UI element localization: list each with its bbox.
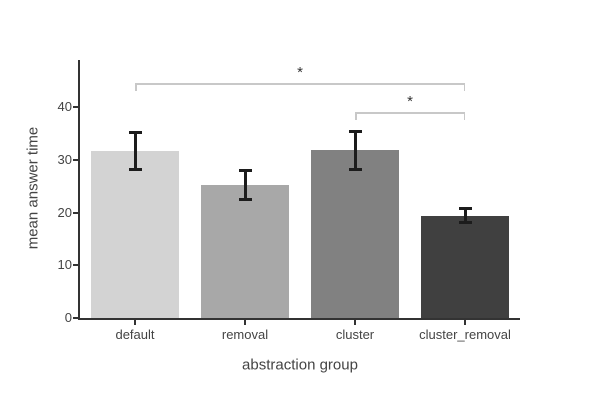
x-tick-label-default: default (115, 327, 155, 342)
error-bar-top-cap-cluster (348, 129, 362, 133)
bar-default (91, 151, 179, 318)
y-axis-line (78, 60, 80, 320)
bar-removal (201, 185, 289, 318)
significance-bracket-1-left-tick (135, 83, 137, 91)
y-tick-label-30: 30 (57, 151, 72, 167)
significance-asterisk-2: * (407, 93, 413, 110)
y-tick-label-10: 10 (57, 257, 72, 273)
x-tick-label-cluster_removal: cluster_removal (419, 327, 511, 342)
y-axis-title: mean answer time (24, 126, 42, 250)
error-bar-line-cluster_removal (463, 208, 467, 224)
y-tick-label-0: 0 (64, 310, 72, 325)
x-tick-label-removal: removal (221, 327, 269, 342)
error-bar-bottom-cap-removal (238, 198, 252, 202)
y-tick-10 (73, 264, 78, 267)
x-tick-cluster_removal (464, 320, 466, 325)
error-bar-bottom-cap-cluster_removal (458, 221, 472, 225)
significance-asterisk-1: * (297, 64, 303, 81)
x-tick-default (134, 320, 136, 325)
error-bar-top-cap-removal (238, 168, 252, 172)
error-bar-line-cluster (353, 130, 357, 170)
bar-cluster (311, 150, 399, 318)
significance-bracket-2-left-tick (355, 112, 357, 120)
x-axis-line (78, 318, 520, 320)
error-bar-bottom-cap-default (128, 168, 142, 172)
significance-bracket-2 (355, 112, 465, 114)
x-tick-cluster (354, 320, 356, 325)
error-bar-bottom-cap-cluster (348, 167, 362, 171)
y-tick-20 (73, 211, 78, 214)
significance-bracket-1 (135, 83, 465, 85)
bar-cluster_removal (421, 215, 509, 318)
x-tick-label-cluster: cluster (335, 327, 375, 342)
significance-bracket-1-right-tick (463, 83, 465, 91)
error-bar-line-default (133, 132, 137, 171)
y-tick-label-20: 20 (57, 204, 72, 220)
significance-bracket-2-right-tick (463, 112, 465, 120)
x-tick-removal (244, 320, 246, 325)
y-tick-0 (73, 317, 78, 319)
y-tick-40 (73, 106, 78, 108)
error-bar-top-cap-cluster_removal (458, 207, 472, 211)
error-bar-line-removal (243, 169, 247, 201)
x-axis-title: abstraction group (242, 356, 358, 374)
y-tick-30 (73, 158, 78, 161)
error-bar-top-cap-default (128, 131, 142, 135)
y-tick-label-40: 40 (57, 99, 72, 114)
